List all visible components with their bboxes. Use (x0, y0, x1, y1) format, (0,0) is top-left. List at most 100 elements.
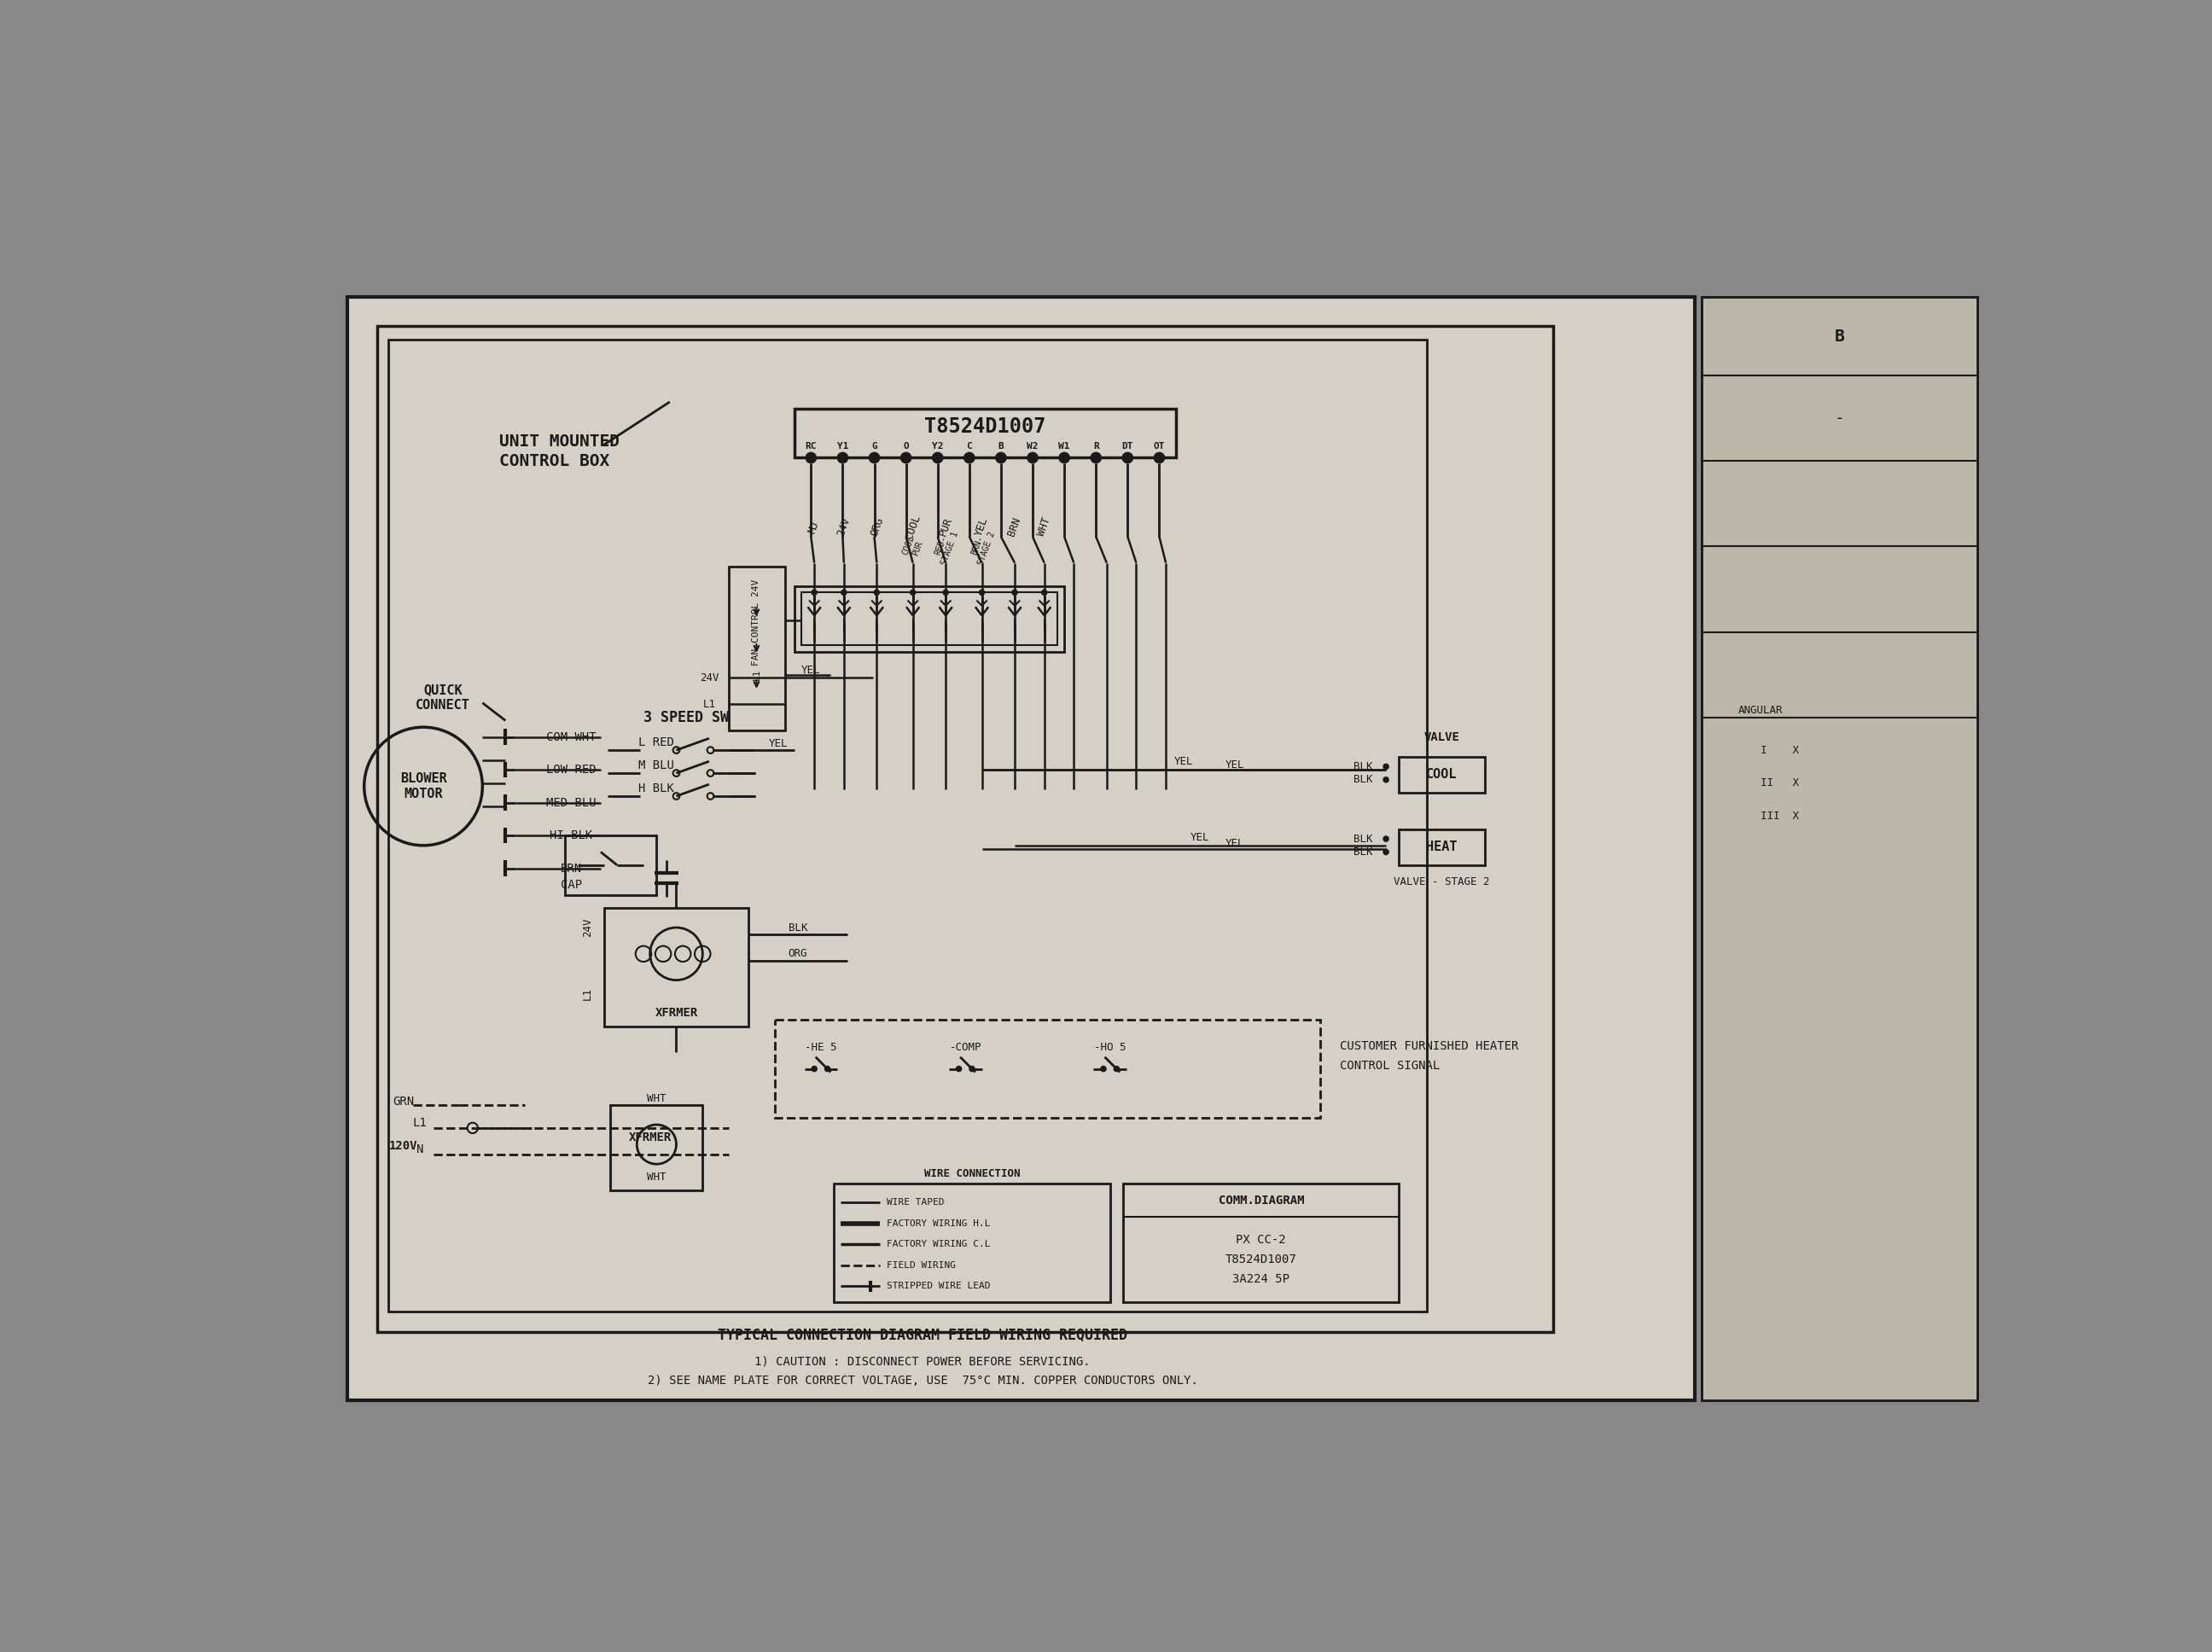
Text: G: G (872, 441, 878, 451)
Bar (1701, 297, 1978, 1401)
Circle shape (841, 590, 847, 595)
Text: TYPICAL CONNECTION DIAGRAM FIELD WIRING REQUIRED: TYPICAL CONNECTION DIAGRAM FIELD WIRING … (719, 1327, 1128, 1343)
Circle shape (995, 453, 1006, 463)
Circle shape (1121, 453, 1133, 463)
Bar (801, 593, 1057, 644)
Circle shape (1155, 453, 1164, 463)
Text: M BLU: M BLU (639, 760, 675, 771)
Text: 1) CAUTION : DISCONNECT POWER BEFORE SERVICING.: 1) CAUTION : DISCONNECT POWER BEFORE SER… (754, 1355, 1091, 1368)
Text: ANGULAR: ANGULAR (1739, 705, 1783, 717)
Circle shape (956, 1066, 962, 1072)
Text: BLK: BLK (1354, 775, 1374, 785)
Text: FAN CONTROL 24V: FAN CONTROL 24V (752, 578, 761, 666)
Text: VALVE: VALVE (1425, 732, 1460, 743)
Bar (378, 327, 1553, 1332)
Bar (604, 909, 748, 1026)
Text: RED-
STAGE 1: RED- STAGE 1 (931, 527, 960, 567)
Bar (794, 586, 1064, 651)
Text: FIELD WIRING: FIELD WIRING (887, 1260, 956, 1269)
Text: W2: W2 (1026, 441, 1037, 451)
Text: WHT: WHT (646, 1171, 666, 1183)
Text: XFRMER: XFRMER (628, 1132, 672, 1143)
Text: HEAT: HEAT (1427, 841, 1458, 852)
Text: BLOWER
MOTOR: BLOWER MOTOR (400, 773, 447, 800)
Circle shape (909, 590, 916, 595)
Text: OT: OT (1152, 441, 1166, 451)
Text: MJ: MJ (807, 519, 821, 535)
Text: QUICK
CONNECT: QUICK CONNECT (416, 684, 471, 712)
Text: I    X: I X (1761, 745, 1798, 755)
Text: GRN: GRN (394, 1095, 414, 1107)
Text: Y2: Y2 (931, 441, 942, 451)
Text: BRN: BRN (1006, 515, 1024, 537)
Bar (1701, 297, 1978, 1401)
Text: VALVE - STAGE 2: VALVE - STAGE 2 (1394, 876, 1491, 887)
Bar (730, 567, 785, 730)
Bar (564, 836, 657, 895)
Text: YEL: YEL (1190, 833, 1210, 843)
Text: L1: L1 (582, 986, 593, 999)
Text: ORG: ORG (869, 515, 885, 537)
Text: YEL: YEL (1225, 760, 1245, 771)
Text: YEL: YEL (1175, 757, 1192, 768)
Text: CAP: CAP (560, 879, 582, 890)
Text: 24V: 24V (699, 672, 719, 684)
Bar (611, 1105, 703, 1191)
Circle shape (900, 453, 911, 463)
Circle shape (812, 1066, 816, 1072)
Circle shape (1013, 590, 1018, 595)
Text: L1: L1 (414, 1117, 427, 1128)
Text: T8524D1007: T8524D1007 (925, 416, 1046, 438)
Circle shape (980, 590, 984, 595)
Text: COMM.DIAGRAM: COMM.DIAGRAM (1219, 1194, 1305, 1206)
Text: 24V: 24V (836, 515, 852, 537)
Text: PUR: PUR (938, 515, 953, 537)
Bar (347, 297, 1694, 1401)
Circle shape (825, 1066, 830, 1072)
Text: BRN-
STAGE 2: BRN- STAGE 2 (967, 527, 998, 567)
Text: BLK: BLK (1354, 846, 1374, 857)
Text: YEL: YEL (801, 664, 821, 676)
Text: -: - (1834, 410, 1845, 426)
Circle shape (812, 590, 816, 595)
Text: BLK: BLK (787, 922, 807, 933)
Text: 2) SEE NAME PLATE FOR CORRECT VOLTAGE, USE  75°C MIN. COPPER CONDUCTORS ONLY.: 2) SEE NAME PLATE FOR CORRECT VOLTAGE, U… (648, 1374, 1199, 1388)
Text: H BLK: H BLK (639, 783, 675, 795)
Text: HI BLK: HI BLK (551, 829, 593, 841)
Text: 120V: 120V (389, 1140, 418, 1153)
Text: YEL: YEL (768, 738, 787, 748)
Text: RC: RC (805, 441, 816, 451)
Text: B: B (1834, 329, 1845, 344)
Text: L RED: L RED (639, 737, 675, 748)
Circle shape (933, 453, 942, 463)
Text: YEL: YEL (973, 515, 991, 537)
Text: W1: W1 (1060, 441, 1071, 451)
Text: CONTROL SIGNAL: CONTROL SIGNAL (1340, 1059, 1440, 1072)
Text: WHT: WHT (646, 1094, 666, 1104)
Text: DT: DT (1121, 441, 1133, 451)
Text: UNIT MOUNTED: UNIT MOUNTED (500, 433, 619, 449)
Text: CUSTOMER FURNISHED HEATER: CUSTOMER FURNISHED HEATER (1340, 1039, 1520, 1052)
Text: O: O (902, 441, 909, 451)
Circle shape (1382, 776, 1389, 783)
Circle shape (838, 453, 847, 463)
Text: LOW RED: LOW RED (546, 763, 597, 776)
Circle shape (1042, 590, 1046, 595)
Circle shape (805, 453, 816, 463)
Text: FACTORY WIRING C.L: FACTORY WIRING C.L (887, 1241, 991, 1249)
Text: STRIPPED WIRE LEAD: STRIPPED WIRE LEAD (887, 1282, 991, 1290)
Text: R: R (1093, 441, 1099, 451)
Text: -HO 5: -HO 5 (1095, 1042, 1126, 1054)
Circle shape (874, 590, 880, 595)
Circle shape (1026, 453, 1037, 463)
Bar (774, 1019, 1321, 1118)
Bar (834, 1184, 1110, 1302)
Text: MED BLU: MED BLU (546, 796, 597, 809)
Text: CONTROL BOX: CONTROL BOX (500, 453, 608, 469)
Bar (794, 408, 1177, 458)
Text: WIRE CONNECTION: WIRE CONNECTION (925, 1168, 1020, 1180)
Text: 3A224 5P: 3A224 5P (1232, 1274, 1290, 1285)
Text: BLK: BLK (1354, 833, 1374, 844)
Text: PX CC-2: PX CC-2 (1237, 1234, 1285, 1246)
Circle shape (1102, 1066, 1106, 1072)
